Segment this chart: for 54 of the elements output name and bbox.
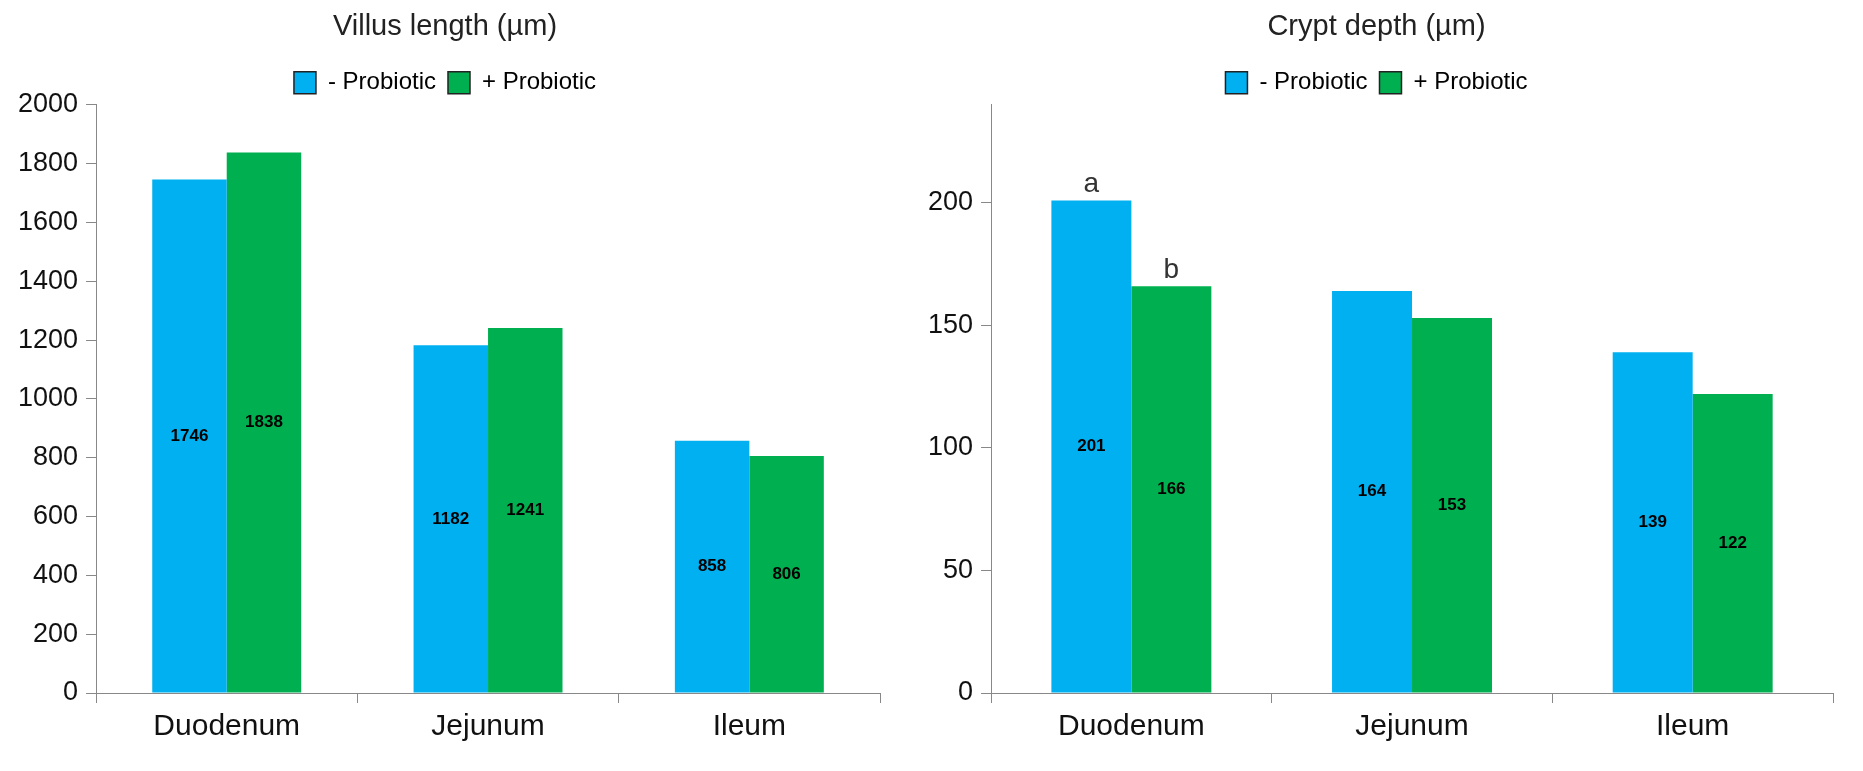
legend-label: - Probiotic	[327, 67, 436, 95]
y-tick-label: 800	[33, 441, 79, 472]
legend-label: + Probiotic	[1413, 67, 1528, 95]
y-tick-label: 400	[33, 558, 79, 589]
bar	[488, 328, 563, 693]
bar	[1332, 291, 1413, 693]
annotation: b	[1163, 252, 1180, 284]
bar	[749, 455, 824, 693]
legend-label: - Probiotic	[1259, 67, 1368, 95]
y-tick-label: 600	[33, 499, 79, 530]
legend-label: + Probiotic	[481, 67, 597, 95]
data-label: 1838	[245, 412, 283, 432]
y-tick-label: 1600	[17, 205, 79, 236]
x-tick-label: Jejunum	[1355, 708, 1469, 742]
y-tick-label: 50	[943, 553, 974, 584]
data-label: 858	[697, 556, 727, 576]
bar	[1412, 318, 1493, 693]
bar	[674, 440, 750, 693]
data-label: 153	[1437, 494, 1467, 514]
y-tick-label: 100	[927, 431, 974, 462]
bar	[152, 179, 227, 693]
y-tick-label: 200	[33, 617, 79, 648]
data-label: 806	[772, 563, 801, 583]
y-tick-label: 2000	[17, 88, 79, 119]
chart-title: Crypt depth (µm)	[1267, 9, 1486, 42]
x-tick-label: Jejunum	[431, 708, 545, 742]
bar	[1131, 286, 1212, 693]
bar	[226, 152, 302, 693]
annotation: a	[1083, 167, 1100, 199]
bar	[1692, 394, 1773, 693]
y-tick-label: 1000	[17, 382, 79, 413]
data-label: 166	[1157, 479, 1186, 499]
x-tick-label: Ileum	[712, 708, 787, 742]
y-tick-label: 200	[927, 186, 974, 217]
y-tick-label: 1200	[17, 323, 79, 354]
y-tick-label: 1800	[17, 147, 79, 178]
y-tick-label: 0	[958, 676, 974, 707]
y-tick-label: 1400	[17, 264, 79, 295]
bar	[1612, 352, 1693, 693]
bar	[1051, 200, 1132, 693]
data-label: 1241	[506, 499, 545, 519]
y-tick-label: 150	[927, 308, 974, 339]
data-label: 122	[1718, 532, 1747, 552]
data-label: 201	[1077, 436, 1106, 456]
data-label: 1746	[170, 425, 209, 445]
data-label: 139	[1638, 512, 1667, 532]
bar	[413, 345, 489, 693]
y-tick-label: 0	[63, 676, 79, 707]
x-tick-label: Duodenum	[1057, 708, 1205, 742]
x-tick-label: Duodenum	[153, 708, 301, 742]
x-tick-label: Ileum	[1656, 708, 1730, 742]
data-label: 1182	[432, 508, 470, 528]
data-label: 164	[1357, 481, 1387, 501]
chart-title: Villus length (µm)	[332, 9, 558, 42]
